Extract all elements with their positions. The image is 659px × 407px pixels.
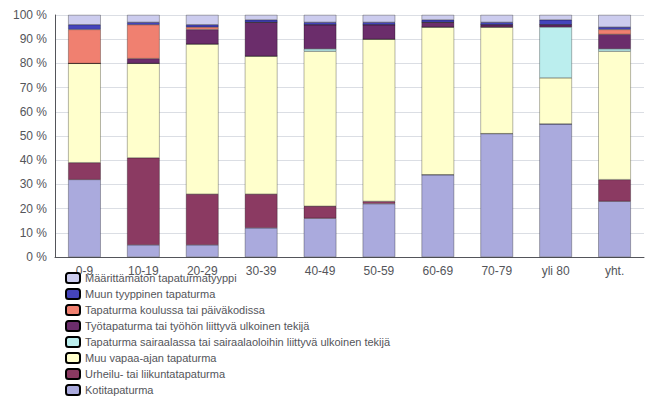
svg-text:Urheilu- tai liikuntatapaturma: Urheilu- tai liikuntatapaturma — [85, 368, 226, 380]
svg-text:50 %: 50 % — [20, 129, 48, 143]
svg-text:70 %: 70 % — [20, 81, 48, 95]
svg-text:Kotitapaturma: Kotitapaturma — [85, 384, 154, 396]
svg-text:0-9: 0-9 — [75, 264, 94, 278]
svg-text:60-69: 60-69 — [422, 264, 453, 278]
svg-text:30 %: 30 % — [20, 177, 48, 191]
svg-text:40 %: 40 % — [20, 153, 48, 167]
svg-text:90 %: 90 % — [20, 32, 48, 46]
svg-text:Tapaturma koulussa tai päiväko: Tapaturma koulussa tai päiväkodissa — [85, 304, 266, 316]
svg-text:10 %: 10 % — [20, 226, 48, 240]
svg-text:Tapaturma sairaalassa tai sair: Tapaturma sairaalassa tai sairaalaoloihi… — [85, 336, 391, 348]
svg-text:Työtapaturma tai työhön liitty: Työtapaturma tai työhön liittyvä ulkoine… — [85, 320, 310, 332]
svg-text:50-59: 50-59 — [364, 264, 395, 278]
svg-text:Muu vapaa-ajan tapaturma: Muu vapaa-ajan tapaturma — [85, 352, 217, 364]
svg-text:10-19: 10-19 — [128, 264, 159, 278]
svg-text:70-79: 70-79 — [481, 264, 512, 278]
svg-text:60 %: 60 % — [20, 105, 48, 119]
svg-text:Määrittämätön tapaturmatyyppi: Määrittämätön tapaturmatyyppi — [85, 272, 237, 284]
svg-text:yli 80: yli 80 — [542, 264, 570, 278]
svg-text:20 %: 20 % — [20, 202, 48, 216]
svg-text:Muun tyyppinen tapaturma: Muun tyyppinen tapaturma — [85, 288, 216, 300]
svg-text:20-29: 20-29 — [186, 264, 218, 278]
svg-text:yht.: yht. — [605, 264, 624, 278]
svg-text:30-39: 30-39 — [246, 264, 277, 278]
svg-text:80 %: 80 % — [20, 56, 48, 70]
svg-text:0 %: 0 % — [26, 250, 47, 264]
svg-text:40-49: 40-49 — [305, 264, 336, 278]
svg-text:100 %: 100 % — [13, 8, 47, 22]
